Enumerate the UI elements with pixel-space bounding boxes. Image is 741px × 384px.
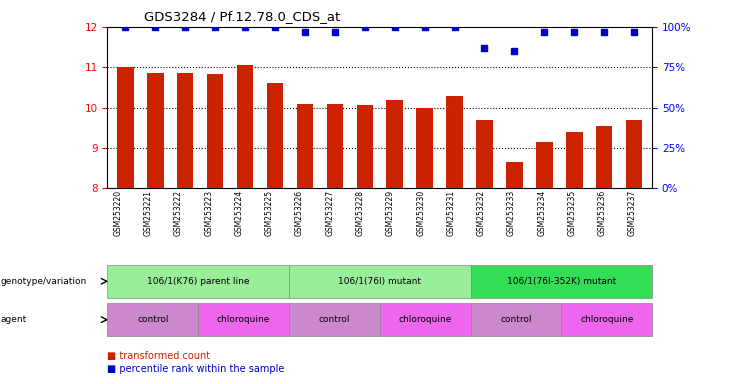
Text: GSM253224: GSM253224 (235, 190, 244, 236)
Text: chloroquine: chloroquine (217, 315, 270, 324)
Text: GSM253228: GSM253228 (356, 190, 365, 236)
Text: GSM253234: GSM253234 (537, 190, 546, 236)
Bar (446, 96, 463, 188)
Bar (177, 73, 193, 188)
Bar (416, 108, 433, 188)
Text: GSM253229: GSM253229 (386, 190, 395, 236)
Bar (267, 83, 283, 188)
Text: GSM253235: GSM253235 (568, 190, 576, 236)
Text: GSM253232: GSM253232 (476, 190, 485, 236)
Text: 106/1(76I-352K) mutant: 106/1(76I-352K) mutant (507, 277, 616, 286)
Text: agent: agent (1, 315, 27, 324)
Text: 106/1(K76) parent line: 106/1(K76) parent line (147, 277, 250, 286)
Text: GSM253226: GSM253226 (295, 190, 304, 236)
Text: chloroquine: chloroquine (399, 315, 452, 324)
Bar (596, 126, 612, 188)
Text: control: control (137, 315, 169, 324)
Bar (476, 121, 493, 188)
Text: chloroquine: chloroquine (580, 315, 634, 324)
Text: ■ percentile rank within the sample: ■ percentile rank within the sample (107, 364, 285, 374)
Text: GDS3284 / Pf.12.78.0_CDS_at: GDS3284 / Pf.12.78.0_CDS_at (144, 10, 341, 23)
Text: GSM253225: GSM253225 (265, 190, 274, 236)
Text: genotype/variation: genotype/variation (1, 277, 87, 286)
Text: GSM253223: GSM253223 (205, 190, 213, 236)
Bar (207, 74, 223, 188)
Text: GSM253221: GSM253221 (144, 190, 153, 236)
Bar (117, 67, 133, 188)
Bar (536, 142, 553, 188)
Text: GSM253233: GSM253233 (507, 190, 516, 236)
Bar (626, 121, 642, 188)
Text: GSM253230: GSM253230 (416, 190, 425, 236)
Text: GSM253220: GSM253220 (113, 190, 122, 236)
Bar (356, 105, 373, 188)
Bar (506, 162, 522, 188)
Bar (237, 65, 253, 188)
Text: GSM253231: GSM253231 (446, 190, 456, 236)
Text: control: control (500, 315, 532, 324)
Bar (296, 104, 313, 188)
Text: ■ transformed count: ■ transformed count (107, 351, 210, 361)
Bar (327, 104, 343, 188)
Text: GSM253237: GSM253237 (628, 190, 637, 236)
Text: 106/1(76I) mutant: 106/1(76I) mutant (338, 277, 422, 286)
Text: GSM253227: GSM253227 (325, 190, 334, 236)
Text: control: control (319, 315, 350, 324)
Bar (147, 73, 164, 188)
Text: GSM253222: GSM253222 (174, 190, 183, 236)
Bar (566, 132, 582, 188)
Text: GSM253236: GSM253236 (598, 190, 607, 236)
Bar (387, 100, 403, 188)
